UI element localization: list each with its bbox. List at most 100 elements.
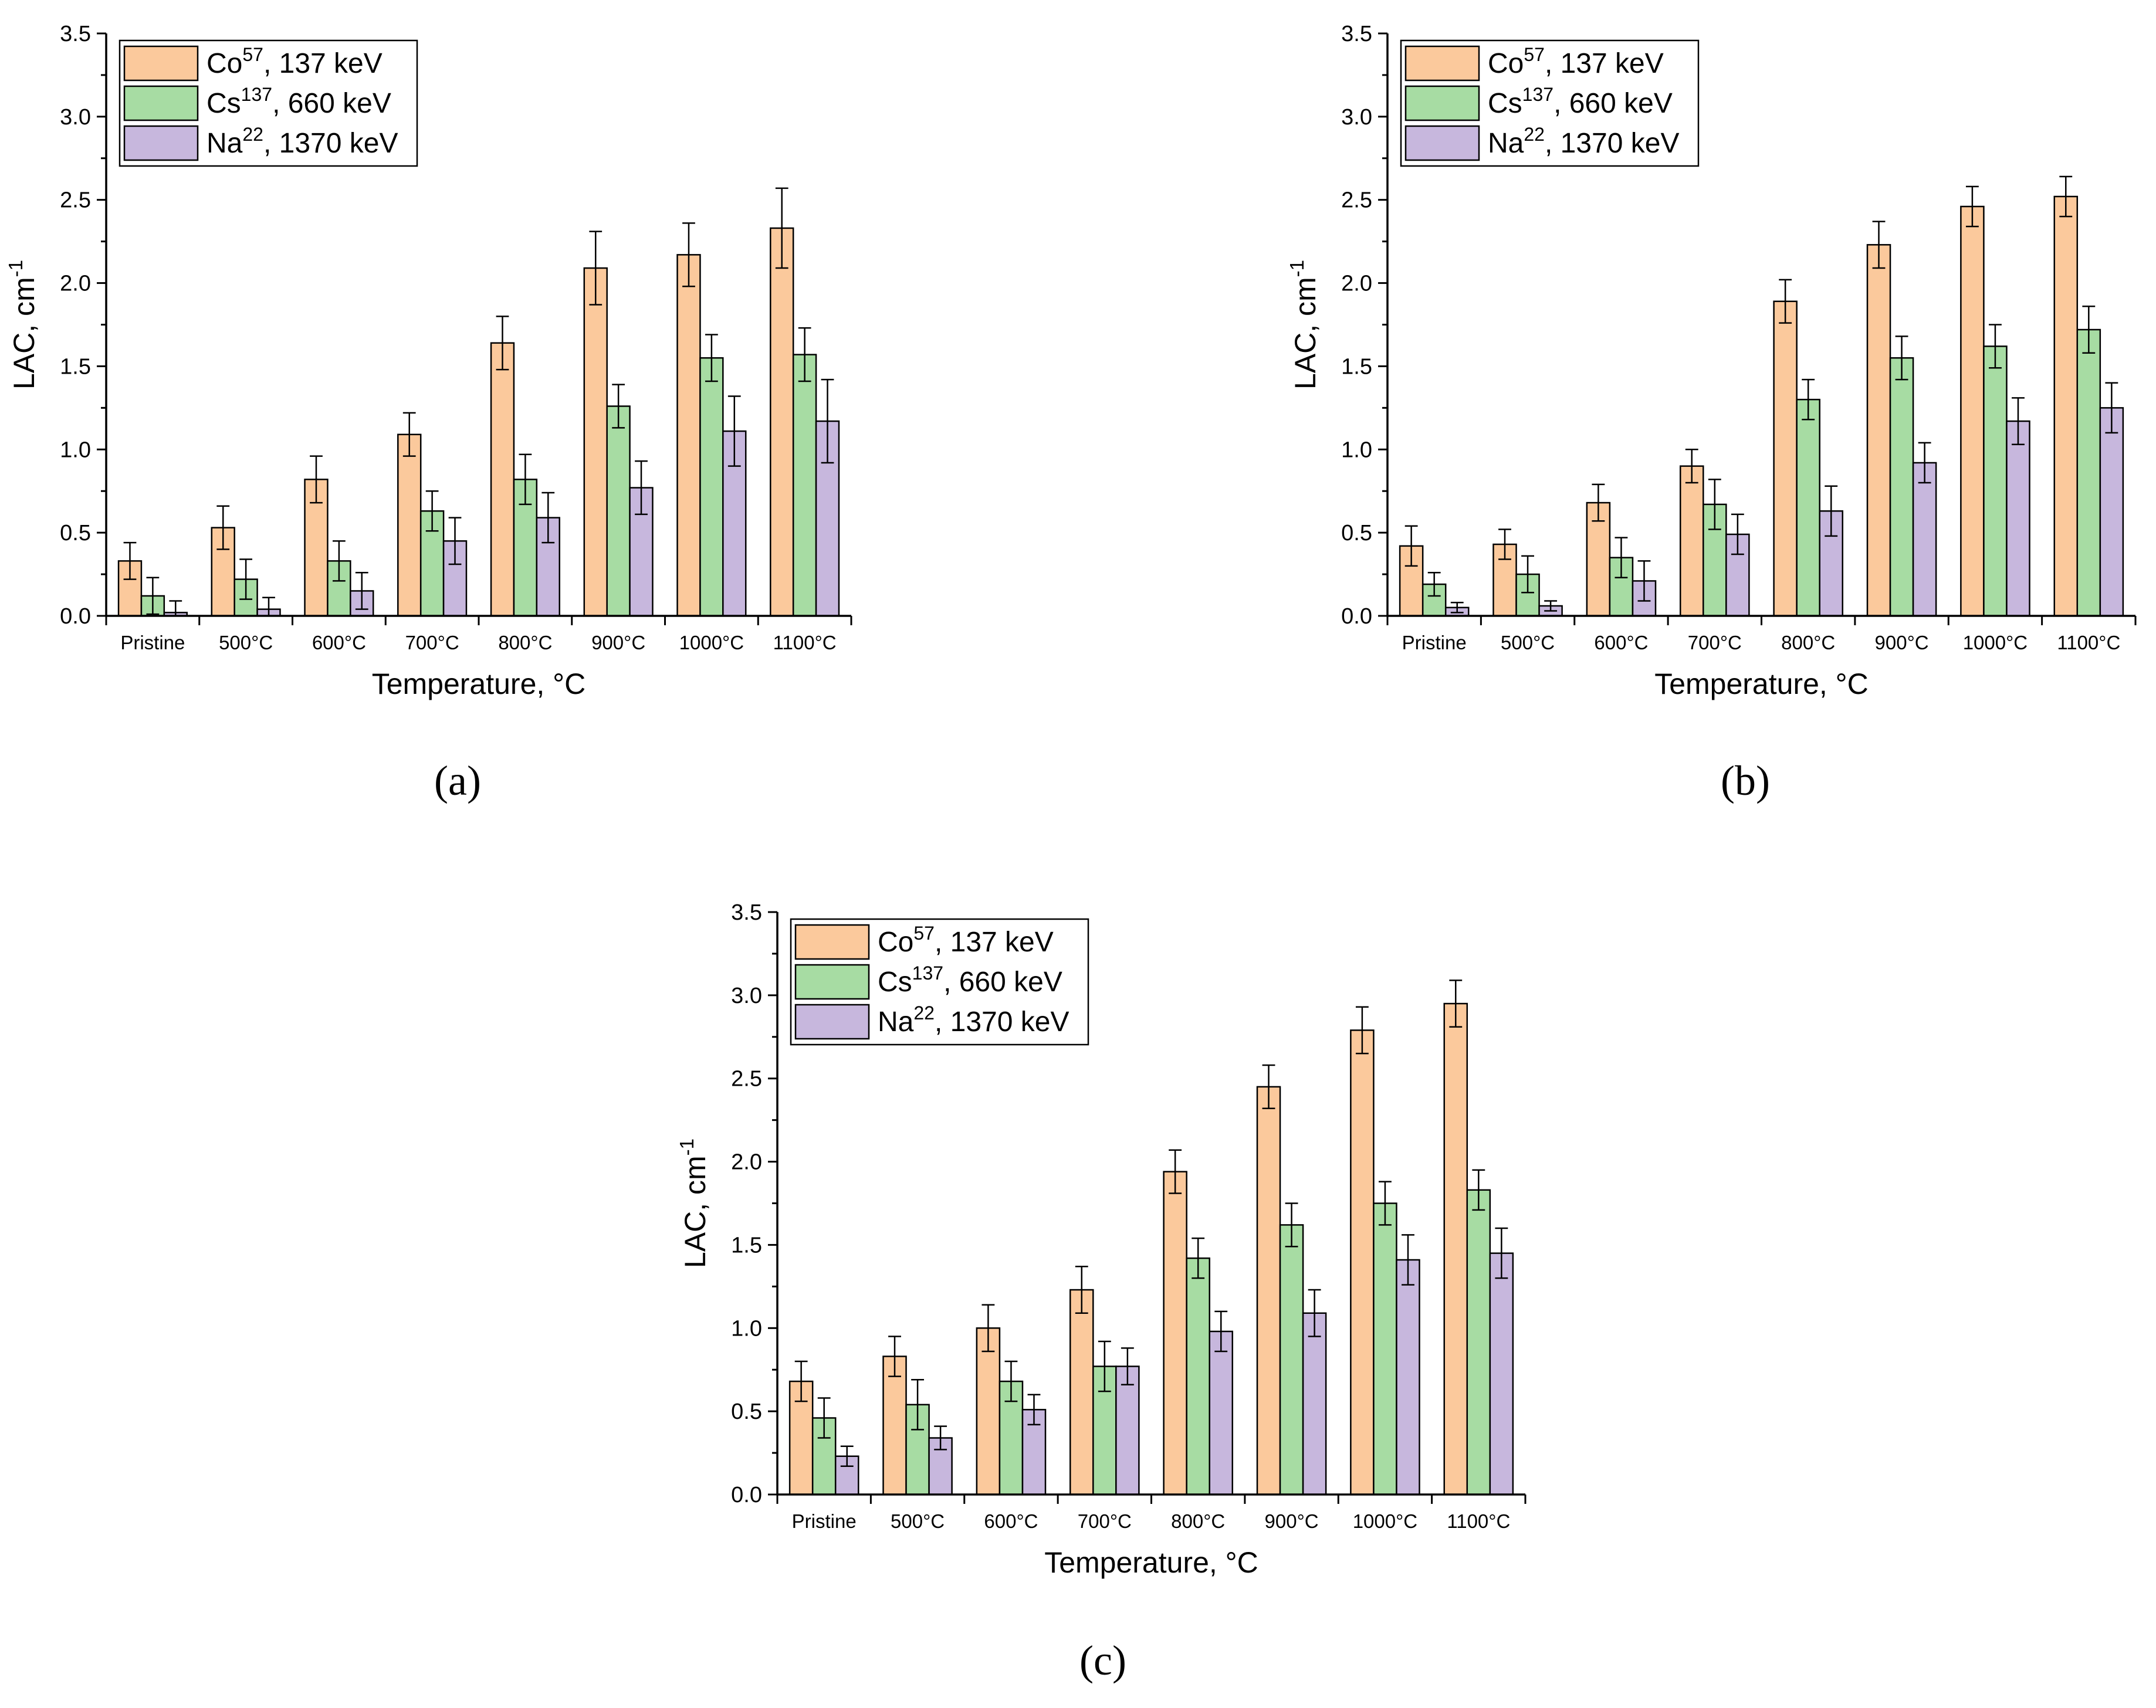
error-bar-co57-1 [216, 505, 230, 550]
error-bar-co57-4 [1779, 279, 1792, 324]
error-bar-co57-2 [981, 1304, 995, 1353]
x-tick-label: 700°C [405, 632, 459, 653]
error-bar-cs137-1 [911, 1378, 924, 1431]
error-bar-co57-6 [682, 222, 695, 287]
x-axis-title: Temperature, °C [1044, 1546, 1258, 1579]
bar-na22-3 [1115, 1365, 1140, 1496]
legend-label-na22: Na22, 1370 keV [1488, 124, 1679, 159]
x-tick-label: 700°C [1688, 632, 1742, 653]
y-tick-label: 2.5 [731, 1067, 762, 1092]
y-axis-title-superscript: -1 [5, 260, 26, 277]
bar-co57-3 [397, 433, 422, 617]
x-tick-label: Pristine [792, 1510, 857, 1532]
bar-co57-4 [490, 342, 515, 617]
x-tick-label: 600°C [1594, 632, 1648, 653]
x-tick-label: 500°C [1501, 632, 1555, 653]
error-bar-cs137-7 [798, 327, 811, 382]
y-axis-title-text: LAC, cm [8, 277, 40, 389]
y-tick-label: 3.5 [731, 900, 762, 925]
bar-co57-7 [770, 227, 794, 617]
x-tick-label: 700°C [1078, 1510, 1132, 1532]
y-tick-label: 0.0 [731, 1483, 762, 1507]
y-tick-label: 3.0 [1341, 105, 1372, 130]
panel-label: (c) [1079, 1637, 1126, 1684]
bar-na22-7 [2099, 407, 2124, 617]
y-tick-label: 1.5 [60, 354, 91, 379]
x-tick-label: 1000°C [1963, 632, 2028, 653]
error-bar-na22-1 [934, 1425, 947, 1451]
error-bar-na22-2 [1027, 1394, 1041, 1426]
legend-label-co57: Co57, 137 keV [878, 923, 1054, 958]
error-bar-co57-2 [310, 455, 323, 504]
x-tick-label: 900°C [591, 632, 645, 653]
chart-panel-b: 0.0 0.5 1.0 1.5 2.0 2.5 3.0 3.5 Pristine 500°C 600… [1286, 22, 2137, 804]
error-bar-co57-3 [1075, 1266, 1088, 1314]
bar-co57-6 [676, 254, 701, 617]
y-tick-label: 3.0 [731, 984, 762, 1008]
x-tick-label: 1100°C [773, 632, 837, 653]
error-bar-na22-5 [1918, 442, 1931, 484]
bar-cs137-6 [699, 357, 724, 617]
legend: Co57, 137 keV Cs137, 660 keV Na22, 1370 ke… [790, 918, 1089, 1046]
y-axis-title-text: LAC, cm [1289, 277, 1322, 389]
legend-label-na22: Na22, 1370 keV [207, 124, 398, 159]
error-bar-cs137-6 [705, 334, 718, 382]
error-bar-na22-2 [355, 571, 368, 610]
bar-co57-5 [583, 267, 608, 617]
legend: Co57, 137 keV Cs137, 660 keV Na22, 1370 ke… [1400, 39, 1700, 167]
bar-cs137-5 [1889, 357, 1914, 617]
chart-panel-c: 0.0 0.5 1.0 1.5 2.0 2.5 3.0 3.5 Pristine 500°C 600… [676, 900, 1527, 1684]
legend-label-cs137: Cs137, 660 keV [1488, 84, 1673, 119]
bar-cs137-4 [1796, 398, 1820, 617]
legend-swatch-na22 [794, 1004, 870, 1040]
error-bar-cs137-2 [1004, 1360, 1018, 1402]
bar-na22-5 [1912, 462, 1937, 617]
x-tick-label: 900°C [1875, 632, 1929, 653]
bar-cs137-4 [1186, 1257, 1210, 1496]
error-bar-cs137-0 [1427, 571, 1441, 597]
error-bar-co57-7 [1449, 980, 1463, 1028]
error-bar-co57-4 [496, 316, 509, 371]
error-bar-na22-7 [2105, 382, 2118, 434]
error-bar-cs137-6 [1989, 324, 2002, 369]
error-bar-co57-7 [2059, 175, 2073, 218]
error-bar-cs137-3 [1708, 479, 1721, 530]
bar-cs137-7 [1466, 1189, 1491, 1496]
bar-na22-6 [1396, 1259, 1420, 1496]
legend-swatch-na22 [1404, 125, 1480, 161]
error-bar-co57-0 [794, 1360, 808, 1402]
error-bar-na22-0 [1450, 602, 1464, 614]
y-axis-title-text: LAC, cm [679, 1155, 712, 1268]
legend-swatch-cs137 [1404, 85, 1480, 121]
bar-cs137-7 [792, 354, 817, 617]
chart-panel-a: 0.0 0.5 1.0 1.5 2.0 2.5 3.0 3.5 Pristine 500°C 600… [5, 22, 852, 804]
error-bar-co57-4 [1169, 1149, 1182, 1194]
error-bar-cs137-4 [1192, 1237, 1205, 1279]
error-bar-cs137-5 [1285, 1202, 1298, 1248]
error-bar-na22-6 [727, 395, 741, 467]
error-bar-cs137-4 [519, 453, 532, 506]
x-tick-label: 600°C [312, 632, 366, 653]
error-bar-cs137-3 [425, 490, 439, 532]
legend-label-na22: Na22, 1370 keV [878, 1002, 1069, 1038]
error-bar-na22-4 [1825, 485, 1838, 537]
y-tick-label: 2.0 [731, 1150, 762, 1175]
y-tick-label: 1.5 [1341, 354, 1372, 379]
x-tick-label: 800°C [1781, 632, 1835, 653]
error-bar-na22-1 [1544, 600, 1558, 612]
bar-co57-1 [882, 1355, 907, 1496]
x-tick-label: 1100°C [2057, 632, 2120, 653]
y-tick-label: 0.0 [60, 604, 91, 629]
bar-co57-4 [1773, 300, 1798, 617]
bar-na22-6 [2006, 420, 2030, 617]
error-bar-cs137-5 [1895, 336, 1908, 381]
y-tick-label: 1.0 [1341, 438, 1372, 462]
error-bar-na22-7 [821, 378, 834, 464]
error-bar-cs137-2 [332, 540, 346, 582]
error-bar-na22-3 [448, 517, 462, 565]
x-tick-label: 500°C [219, 632, 273, 653]
y-tick-label: 3.0 [60, 105, 91, 130]
error-bar-cs137-4 [1802, 378, 1815, 421]
error-bar-cs137-1 [1521, 555, 1534, 594]
error-bar-na22-6 [1402, 1234, 1414, 1286]
